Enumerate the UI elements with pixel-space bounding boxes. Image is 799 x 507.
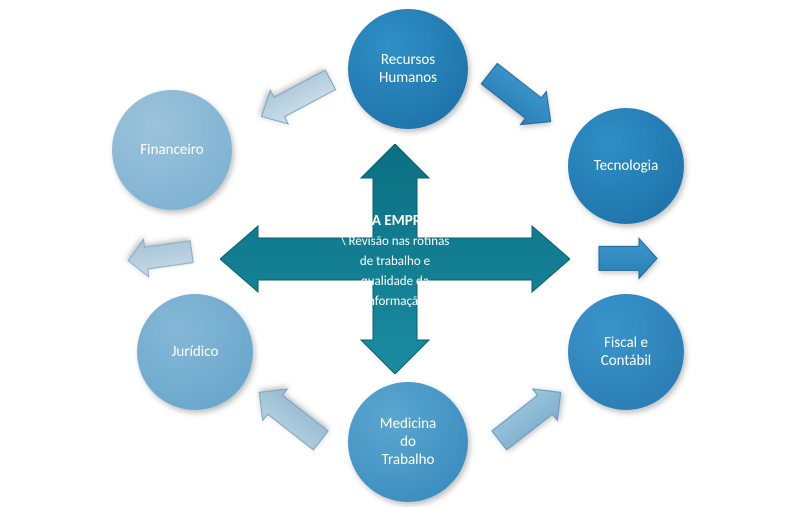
- node-fiscal: Fiscal eContábil: [568, 294, 684, 410]
- node-tecnologia: Tecnologia: [568, 108, 684, 224]
- flow-arrow-a6: [121, 227, 199, 285]
- node-juridico: Jurídico: [137, 294, 253, 410]
- flow-arrow-a3: [595, 232, 661, 285]
- center-sub3: qualidade da: [361, 274, 429, 289]
- center-text: TODA EMPRESA \ Revisão nas rotinas de trab…: [300, 211, 490, 311]
- node-label-rh: RecursosHumanos: [367, 45, 449, 93]
- node-rh: RecursosHumanos: [348, 9, 468, 129]
- center-sub1: \ Revisão nas rotinas: [341, 234, 450, 249]
- flow-arrow-a5: [240, 369, 340, 464]
- diagram-stage: TODA EMPRESA \ Revisão nas rotinas de trab…: [0, 0, 799, 507]
- node-financeiro: Financeiro: [112, 90, 232, 210]
- flow-arrow-a1: [247, 56, 346, 139]
- node-label-juridico: Jurídico: [160, 337, 231, 367]
- flow-arrow-a2: [469, 49, 572, 147]
- node-label-tecnologia: Tecnologia: [582, 151, 671, 181]
- center-title: TODA EMPRESA: [346, 212, 445, 230]
- center-sub4: informação: [365, 294, 425, 309]
- node-label-financeiro: Financeiro: [128, 135, 215, 165]
- node-medicina: MedicinadoTrabalho: [348, 382, 468, 502]
- center-sub2: de trabalho e: [360, 254, 430, 269]
- node-label-fiscal: Fiscal eContábil: [589, 328, 663, 376]
- node-label-medicina: MedicinadoTrabalho: [368, 409, 448, 475]
- flow-arrow-a4: [480, 369, 580, 464]
